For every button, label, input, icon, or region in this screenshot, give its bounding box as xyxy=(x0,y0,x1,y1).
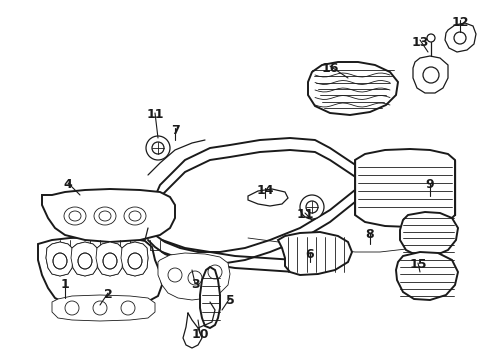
Polygon shape xyxy=(248,189,288,206)
Text: 10: 10 xyxy=(191,328,209,342)
Polygon shape xyxy=(121,242,148,276)
Polygon shape xyxy=(308,62,398,115)
Text: 8: 8 xyxy=(366,229,374,242)
Text: 13: 13 xyxy=(411,36,429,49)
Polygon shape xyxy=(71,242,98,276)
Text: 12: 12 xyxy=(451,15,469,28)
Ellipse shape xyxy=(124,207,146,225)
Text: 11: 11 xyxy=(296,208,314,221)
Polygon shape xyxy=(158,253,230,300)
Polygon shape xyxy=(42,189,175,242)
Polygon shape xyxy=(445,23,476,52)
Text: 7: 7 xyxy=(171,123,179,136)
Text: 14: 14 xyxy=(256,184,274,197)
Polygon shape xyxy=(355,149,455,227)
Text: 15: 15 xyxy=(409,258,427,271)
Text: 6: 6 xyxy=(306,248,314,261)
Polygon shape xyxy=(396,252,458,300)
Polygon shape xyxy=(52,295,155,321)
Text: 16: 16 xyxy=(321,62,339,75)
Polygon shape xyxy=(46,242,73,276)
Polygon shape xyxy=(413,56,448,93)
Polygon shape xyxy=(96,242,123,276)
Circle shape xyxy=(427,34,435,42)
Text: 1: 1 xyxy=(61,279,70,292)
Polygon shape xyxy=(96,242,123,276)
Text: 9: 9 xyxy=(426,179,434,192)
Circle shape xyxy=(146,136,170,160)
Polygon shape xyxy=(46,242,73,276)
Polygon shape xyxy=(200,267,220,328)
Polygon shape xyxy=(400,212,458,256)
Text: 4: 4 xyxy=(64,179,73,192)
Polygon shape xyxy=(121,242,148,276)
Circle shape xyxy=(300,195,324,219)
Ellipse shape xyxy=(94,207,116,225)
Text: 2: 2 xyxy=(103,288,112,302)
Text: 5: 5 xyxy=(225,293,234,306)
Ellipse shape xyxy=(64,207,86,225)
Text: 3: 3 xyxy=(191,279,199,292)
Text: 11: 11 xyxy=(146,108,164,122)
Polygon shape xyxy=(38,237,162,307)
Polygon shape xyxy=(278,232,352,275)
Polygon shape xyxy=(71,242,98,276)
